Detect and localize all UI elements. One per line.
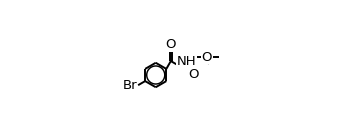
Text: O: O	[188, 67, 198, 81]
Text: Br: Br	[123, 79, 138, 92]
Text: NH: NH	[177, 55, 196, 68]
Text: O: O	[202, 51, 212, 64]
Text: O: O	[166, 38, 176, 51]
